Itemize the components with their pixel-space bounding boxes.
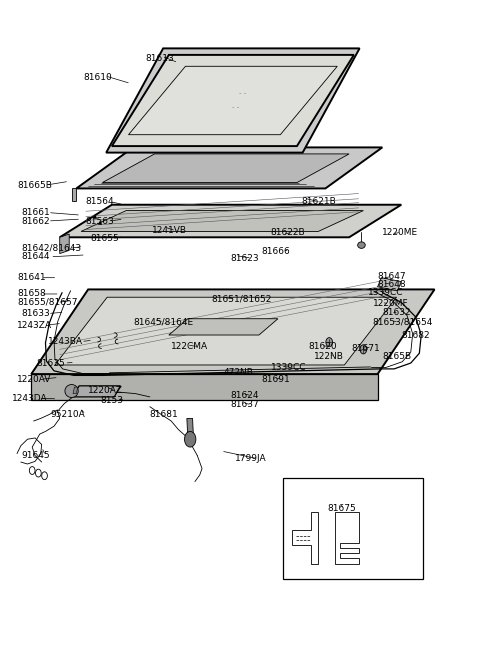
Text: 91645: 91645 [22, 451, 50, 460]
Text: 81641: 81641 [17, 273, 46, 283]
Text: 81633: 81633 [22, 309, 50, 318]
Polygon shape [76, 147, 383, 189]
Text: 81661: 81661 [22, 208, 50, 217]
Text: 81624: 81624 [230, 391, 259, 400]
Text: 81666: 81666 [261, 247, 290, 256]
Polygon shape [31, 374, 378, 400]
Circle shape [36, 469, 41, 477]
Text: 81682: 81682 [401, 330, 430, 340]
Text: 1339CC: 1339CC [368, 288, 404, 297]
Text: 81644: 81644 [22, 252, 50, 261]
Text: 472NB: 472NB [223, 368, 253, 376]
Text: 8153: 8153 [100, 396, 123, 405]
Polygon shape [72, 189, 76, 202]
Text: 1220MF: 1220MF [373, 299, 408, 308]
Text: 81675: 81675 [328, 505, 357, 514]
Text: 81645/8164E: 81645/8164E [133, 317, 193, 327]
Polygon shape [55, 297, 396, 365]
Text: 1243BA: 1243BA [48, 337, 83, 346]
Circle shape [29, 466, 35, 474]
Bar [283, 478, 423, 579]
Polygon shape [129, 66, 337, 135]
Polygon shape [31, 290, 434, 374]
Text: 1220AZ: 1220AZ [88, 386, 123, 395]
Text: 1241VB: 1241VB [152, 226, 187, 235]
Text: 81632: 81632 [383, 308, 411, 317]
Circle shape [326, 338, 333, 347]
Text: 81653/81654: 81653/81654 [373, 317, 433, 327]
Text: 122NB: 122NB [313, 352, 343, 361]
Text: 81637: 81637 [230, 400, 259, 409]
Text: 81622B: 81622B [271, 227, 305, 237]
Polygon shape [73, 387, 78, 394]
Ellipse shape [65, 384, 78, 397]
Text: 81647: 81647 [378, 272, 406, 281]
Text: 81655: 81655 [91, 234, 120, 243]
Circle shape [184, 432, 196, 447]
Polygon shape [169, 319, 278, 335]
Text: 1799JA: 1799JA [235, 454, 267, 463]
Text: 81642/81643: 81642/81643 [22, 244, 82, 253]
Text: 81563: 81563 [86, 217, 115, 225]
Polygon shape [81, 211, 363, 231]
Text: - -: - - [239, 89, 246, 96]
Polygon shape [60, 205, 401, 237]
Polygon shape [378, 278, 401, 290]
Text: 81648: 81648 [378, 280, 406, 288]
Text: 81665B: 81665B [17, 181, 52, 190]
Text: 1243DA: 1243DA [12, 394, 48, 403]
Text: 1220ME: 1220ME [383, 227, 419, 237]
Ellipse shape [358, 242, 365, 248]
Text: 81691: 81691 [261, 374, 290, 384]
Text: 1220AV: 1220AV [17, 374, 51, 384]
Polygon shape [112, 55, 354, 146]
Text: 81610: 81610 [84, 73, 112, 82]
Text: - -: - - [232, 104, 239, 110]
Polygon shape [73, 386, 120, 397]
Polygon shape [106, 49, 360, 152]
Polygon shape [60, 234, 69, 254]
Text: 81681: 81681 [150, 410, 179, 419]
Text: 1243ZA: 1243ZA [17, 321, 52, 330]
Circle shape [42, 472, 48, 480]
Text: 81613: 81613 [145, 54, 174, 62]
Text: 81620: 81620 [309, 342, 337, 351]
Text: 81635: 81635 [36, 359, 65, 367]
Polygon shape [102, 154, 349, 183]
Text: 122CMA: 122CMA [171, 342, 208, 351]
Text: 8165B: 8165B [383, 352, 411, 361]
Text: 81623: 81623 [230, 254, 259, 263]
Text: ▲: ▲ [93, 214, 97, 219]
Polygon shape [335, 512, 359, 564]
Circle shape [360, 345, 367, 354]
Text: 1339CC: 1339CC [271, 363, 306, 372]
Text: 81621B: 81621B [301, 197, 336, 206]
Polygon shape [187, 419, 193, 438]
Text: 81651/81652: 81651/81652 [212, 295, 272, 304]
Text: 81662: 81662 [22, 217, 50, 225]
Text: ▲: ▲ [98, 221, 102, 225]
Text: 81658: 81658 [17, 290, 46, 298]
Text: 95210A: 95210A [50, 410, 85, 419]
Text: 81671: 81671 [351, 344, 380, 353]
Text: 81655/81657: 81655/81657 [17, 298, 77, 307]
Text: 81564: 81564 [86, 197, 114, 206]
Polygon shape [292, 512, 318, 564]
